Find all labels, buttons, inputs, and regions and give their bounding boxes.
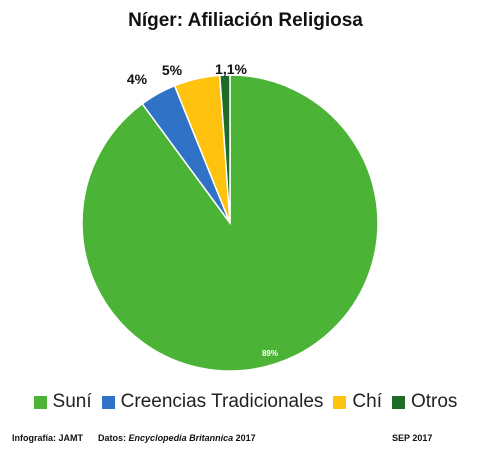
legend-swatch-suni xyxy=(33,395,47,409)
legend-item-suni: Suní xyxy=(33,391,92,413)
footer-credits: Infografía: JAMT Datos: Encyclopedia Bri… xyxy=(12,433,256,443)
legend-swatch-otros xyxy=(391,395,405,409)
legend-item-creencias-tradicionales: Creencias Tradicionales xyxy=(101,391,324,413)
pie-slice-otros xyxy=(218,74,231,224)
legend-item-chi: Chí xyxy=(333,391,382,413)
footer-source-prefix: Datos: xyxy=(98,433,127,443)
legend-label-creencias-tradicionales: Creencias Tradicionales xyxy=(120,391,324,412)
legend-item-otros: Otros xyxy=(391,391,458,413)
legend-swatch-creencias-tradicionales xyxy=(101,395,115,409)
pie-chart: 89% 4% 5% 1,1% xyxy=(81,61,379,372)
footer-source-name: Encyclopedia Britannica xyxy=(128,433,234,443)
footer-date: SEP 2017 xyxy=(392,433,433,443)
footer-source-year: 2017 xyxy=(235,433,256,443)
data-label-creencias-tradicionales: 4% xyxy=(127,71,148,87)
data-label-otros: 1,1% xyxy=(215,61,247,77)
legend-label-otros: Otros xyxy=(410,391,458,412)
footer-credit: Infografía: JAMT xyxy=(12,433,83,443)
legend-label-suni: Suní xyxy=(52,391,92,412)
data-label-suni: 89% xyxy=(262,349,278,358)
chart-title: Níger: Afiliación Religiosa xyxy=(128,10,363,31)
legend-label-chi: Chí xyxy=(352,391,382,412)
legend: Suní Creencias Tradicionales Chí Otros xyxy=(0,391,491,413)
data-label-chi: 5% xyxy=(162,62,183,78)
legend-swatch-chi xyxy=(333,395,347,409)
